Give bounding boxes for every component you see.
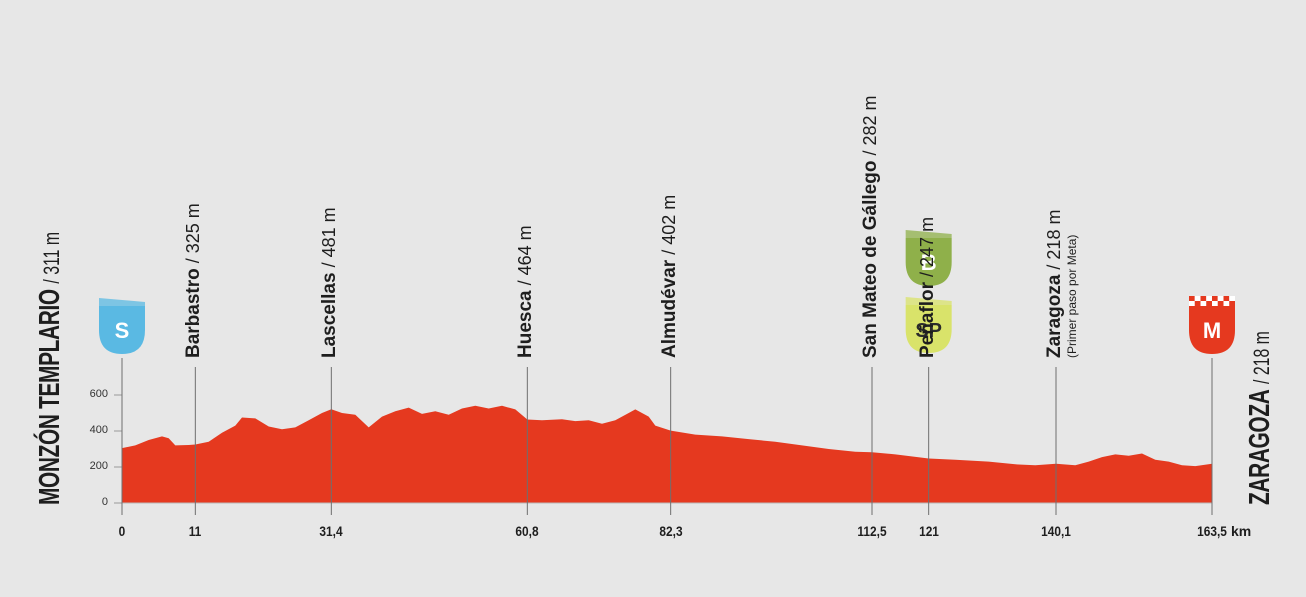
checker-square — [1194, 301, 1201, 306]
place-note: (Primer paso por Meta) — [1065, 234, 1079, 358]
badge-letter: B — [921, 250, 937, 275]
place-label: Lascellas / 481 m — [319, 207, 341, 358]
place-name: Lascellas — [319, 272, 341, 358]
checker-square — [1206, 296, 1212, 301]
place-altitude: / 325 m — [183, 203, 204, 269]
checker-square — [1212, 296, 1218, 301]
place-altitude: / 481 m — [319, 207, 340, 273]
x-tick-label: 112,5 — [857, 523, 887, 539]
x-tick-label: 82,3 — [659, 523, 683, 539]
finish-name: ZARAGOZA — [1244, 389, 1276, 505]
place-name: Zaragoza — [1044, 274, 1065, 358]
place-altitude: / 282 m — [860, 95, 880, 161]
y-tick-label: 400 — [89, 424, 108, 436]
y-tick-label: 0 — [101, 496, 108, 508]
start-altitude: / 311 m — [39, 231, 64, 284]
checker-square — [1189, 296, 1195, 301]
x-tick-label: 31,4 — [319, 523, 343, 539]
place-name: Peñaflor — [916, 281, 938, 358]
x-tick-label: 60,8 — [515, 523, 539, 539]
finish-shield-icon: M — [1189, 296, 1235, 354]
y-tick-label: 200 — [89, 460, 108, 472]
checker-square — [1217, 296, 1224, 301]
x-tick-label: 140,1 — [1041, 523, 1071, 539]
place-name: San Mateo de Gállego — [860, 160, 881, 358]
checker-square — [1223, 296, 1230, 301]
place-altitude: / 464 m — [515, 225, 536, 291]
badge-shape — [905, 305, 952, 353]
place-altitude: / 402 m — [658, 194, 679, 260]
start-label: MONZÓN TEMPLARIO / 311 m — [34, 231, 66, 505]
checker-square — [1217, 301, 1224, 306]
start-name: MONZÓN TEMPLARIO — [34, 289, 66, 505]
x-tick-label: 121 — [918, 523, 939, 539]
place-altitude: / 247 m — [916, 216, 937, 282]
checker-square — [1200, 296, 1207, 301]
place-label: Almudévar / 402 m — [658, 194, 680, 358]
badge-flag — [99, 298, 145, 306]
checker-square — [1189, 301, 1195, 306]
place-label: Barbastro / 325 m — [183, 203, 205, 358]
sprint-shield-icon: SP — [905, 297, 952, 353]
badge-shape — [905, 238, 952, 286]
place-label: Zaragoza / 218 m (Primer paso por Meta) — [1044, 209, 1079, 358]
place-name: Huesca — [515, 290, 537, 358]
badge-flag — [905, 297, 952, 305]
badge-flag — [905, 230, 952, 238]
x-tick-label: 0 — [118, 523, 126, 539]
badge-letter: S — [115, 318, 130, 343]
place-name: Barbastro — [183, 268, 205, 358]
badge-shape — [1189, 306, 1235, 354]
place-label: Huesca / 464 m — [515, 225, 537, 358]
checker-square — [1229, 296, 1235, 301]
checker-square — [1200, 301, 1207, 306]
place-label: San Mateo de Gállego / 282 m — [860, 95, 881, 358]
checker-square — [1223, 301, 1230, 306]
place-label: Peñaflor / 247 m — [916, 216, 938, 358]
checker-square — [1229, 301, 1235, 306]
bonus-shield-icon: B — [905, 230, 952, 286]
finish-altitude: / 218 m — [1249, 331, 1274, 384]
y-tick-label: 600 — [89, 388, 108, 400]
badge-letter: M — [1203, 318, 1221, 343]
start-shield-icon: S — [99, 298, 145, 354]
checker-square — [1206, 301, 1212, 306]
elevation-area — [122, 405, 1212, 503]
x-unit-label: km — [1231, 523, 1252, 539]
badge-letter: SP — [915, 320, 942, 342]
checker-square — [1212, 301, 1218, 306]
badge-shape — [99, 306, 145, 354]
place-name: Almudévar — [658, 259, 680, 358]
x-tick-label: 11 — [189, 523, 202, 539]
checker-square — [1194, 296, 1201, 301]
x-tick-label: 163,5 — [1197, 523, 1227, 539]
finish-label: ZARAGOZA / 218 m — [1244, 331, 1276, 505]
place-altitude: / 218 m — [1044, 209, 1064, 275]
